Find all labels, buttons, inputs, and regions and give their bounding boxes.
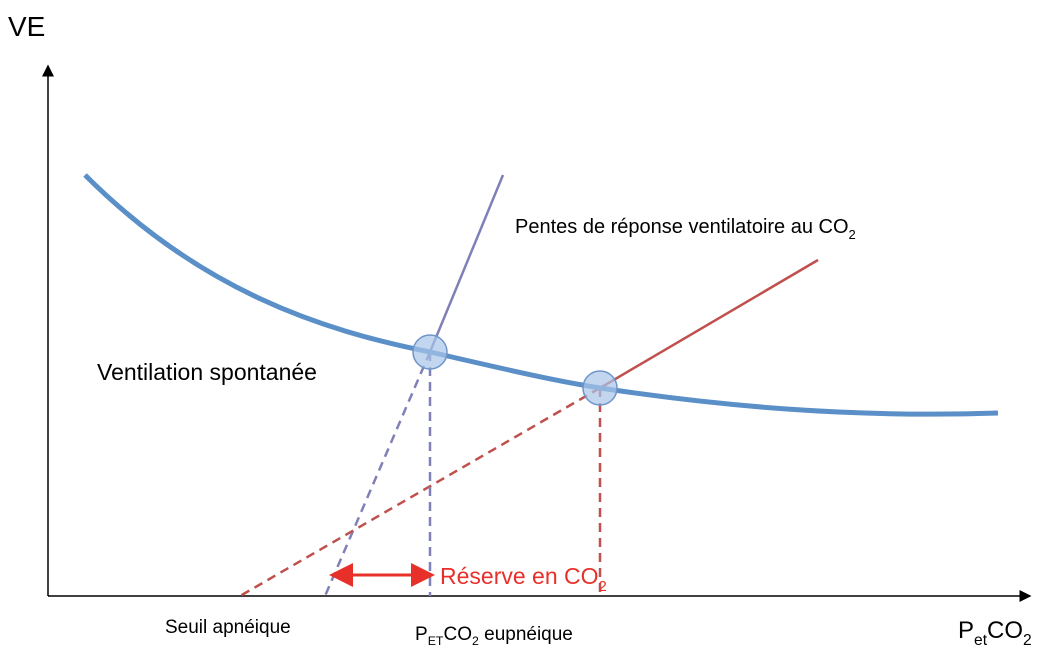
subscript: et <box>974 632 988 646</box>
reserve-label: Réserve en CO2 <box>440 563 607 595</box>
red-slope <box>599 258 819 390</box>
spontaneous-label: Ventilation spontanée <box>97 359 317 385</box>
text-part: Réserve en CO <box>440 563 599 589</box>
eupneic-label: PETCO2 eupnéique <box>415 624 573 646</box>
purple-dashed-extension <box>323 351 432 597</box>
subscript: 2 <box>1023 632 1032 646</box>
text-part: CO <box>987 617 1023 644</box>
text-part: CO <box>443 624 472 645</box>
subscript: 2 <box>849 227 856 242</box>
intersection-marker <box>412 334 448 370</box>
red-dashed-extension <box>239 386 601 598</box>
text-part: Pentes de réponse ventilatoire au CO <box>515 216 849 238</box>
subscript: ET <box>428 634 444 646</box>
subscript: 2 <box>472 634 479 646</box>
intersection-marker <box>582 370 618 406</box>
slopes-label: Pentes de réponse ventilatoire au CO2 <box>515 216 856 242</box>
y-axis-label: VE <box>8 11 45 42</box>
text-part: P <box>958 617 974 644</box>
ventilation-curve <box>83 173 999 417</box>
subscript: 2 <box>599 578 607 595</box>
purple-slope <box>428 174 505 353</box>
text-part: eupnéique <box>479 624 573 645</box>
text-part: P <box>415 624 428 645</box>
apnea-threshold-label: Seuil apnéique <box>165 617 291 638</box>
x-axis-label: PetCO2 <box>958 617 1032 646</box>
